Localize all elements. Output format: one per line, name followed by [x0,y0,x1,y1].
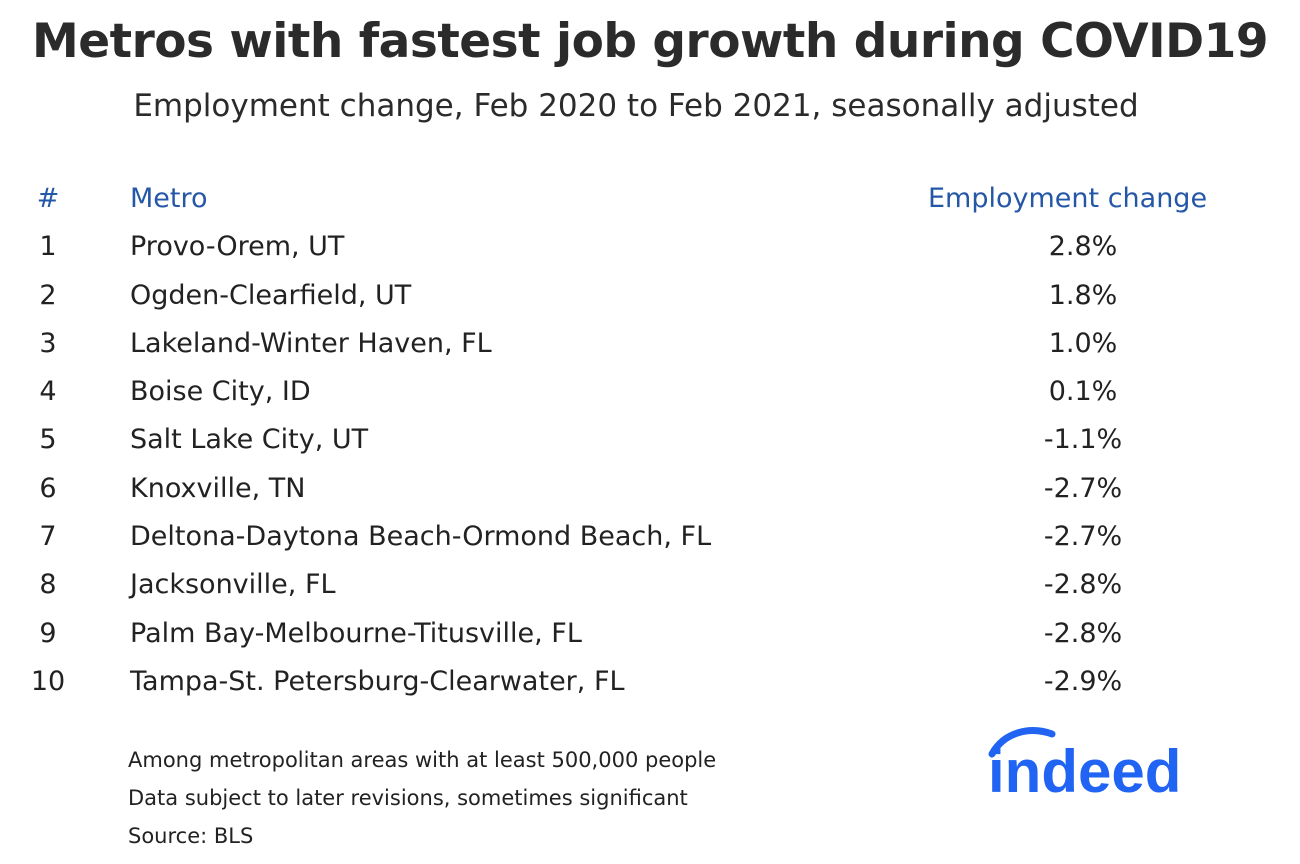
employment-change-cell: 0.1% [1048,376,1118,408]
table-row: 8 Jacksonville, FL -2.8% [0,561,1300,609]
indeed-logo: indeed [988,727,1181,805]
footnote-revisions: Data subject to later revisions, sometim… [128,786,688,810]
rank-cell: 7 [39,521,57,553]
table-row: 5 Salt Lake City, UT -1.1% [0,416,1300,464]
table-row: 9 Palm Bay-Melbourne-Titusville, FL -2.8% [0,610,1300,658]
footnote-source: Source: BLS [128,824,254,848]
employment-change-cell: 2.8% [1048,231,1118,263]
metro-cell: Lakeland-Winter Haven, FL [130,327,492,359]
footnote-population: Among metropolitan areas with at least 5… [128,748,717,772]
rank-cell: 10 [30,665,66,697]
metro-cell: Boise City, ID [130,376,311,408]
table-row: 10 Tampa-St. Petersburg-Clearwater, FL -2.… [0,658,1300,706]
header-metro: Metro [130,183,208,214]
rank-cell: 9 [39,617,57,649]
employment-change-cell: -1.1% [1043,424,1123,456]
employment-change-cell: -2.9% [1043,665,1123,697]
indeed-logo-text: indeed [988,738,1181,805]
indeed-logo-swoosh [988,727,1056,758]
employment-change-cell: -2.7% [1043,472,1123,504]
table-row: 2 Ogden-Clearfield, UT 1.8% [0,272,1300,320]
ranking-table: # Metro Employment change 1 Provo-Orem, U… [0,175,1300,706]
rank-cell: 4 [39,376,57,408]
employment-change-cell: -2.8% [1043,617,1123,649]
footnotes: Among metropolitan areas with at least 5… [128,741,716,855]
metro-cell: Palm Bay-Melbourne-Titusville, FL [130,617,582,649]
employment-change-cell: 1.0% [1048,327,1118,359]
metro-cell: Jacksonville, FL [130,569,336,601]
rank-cell: 6 [39,472,57,504]
rank-cell: 2 [39,279,57,311]
rank-cell: 3 [39,327,57,359]
rank-cell: 8 [39,569,57,601]
chart-title: Metros with fastest job growth during CO… [31,14,1269,69]
table-row: 4 Boise City, ID 0.1% [0,368,1300,416]
metro-cell: Deltona-Daytona Beach-Ormond Beach, FL [130,521,712,553]
table-row: 1 Provo-Orem, UT 2.8% [0,223,1300,271]
header-rank: # [36,183,60,214]
employment-change-cell: -2.7% [1043,521,1123,553]
metro-cell: Salt Lake City, UT [130,424,369,456]
metro-cell: Ogden-Clearfield, UT [130,279,412,311]
employment-change-cell: -2.8% [1043,569,1123,601]
metro-cell: Provo-Orem, UT [130,231,345,263]
header-employment-change: Employment change [928,183,1208,214]
rank-cell: 5 [39,424,57,456]
metro-cell: Tampa-St. Petersburg-Clearwater, FL [130,665,625,697]
employment-change-cell: 1.8% [1048,279,1118,311]
table-row: 3 Lakeland-Winter Haven, FL 1.0% [0,320,1300,368]
rank-cell: 1 [39,231,57,263]
table-row: 6 Knoxville, TN -2.7% [0,465,1300,513]
table-body: 1 Provo-Orem, UT 2.8% 2 Ogden-Clearfield, UT… [0,223,1300,706]
table-header-row: # Metro Employment change [0,175,1300,223]
metro-cell: Knoxville, TN [130,472,306,504]
table-row: 7 Deltona-Daytona Beach-Ormond Beach, FL -… [0,513,1300,561]
chart-subtitle: Employment change, Feb 2020 to Feb 2021,… [133,88,1139,124]
